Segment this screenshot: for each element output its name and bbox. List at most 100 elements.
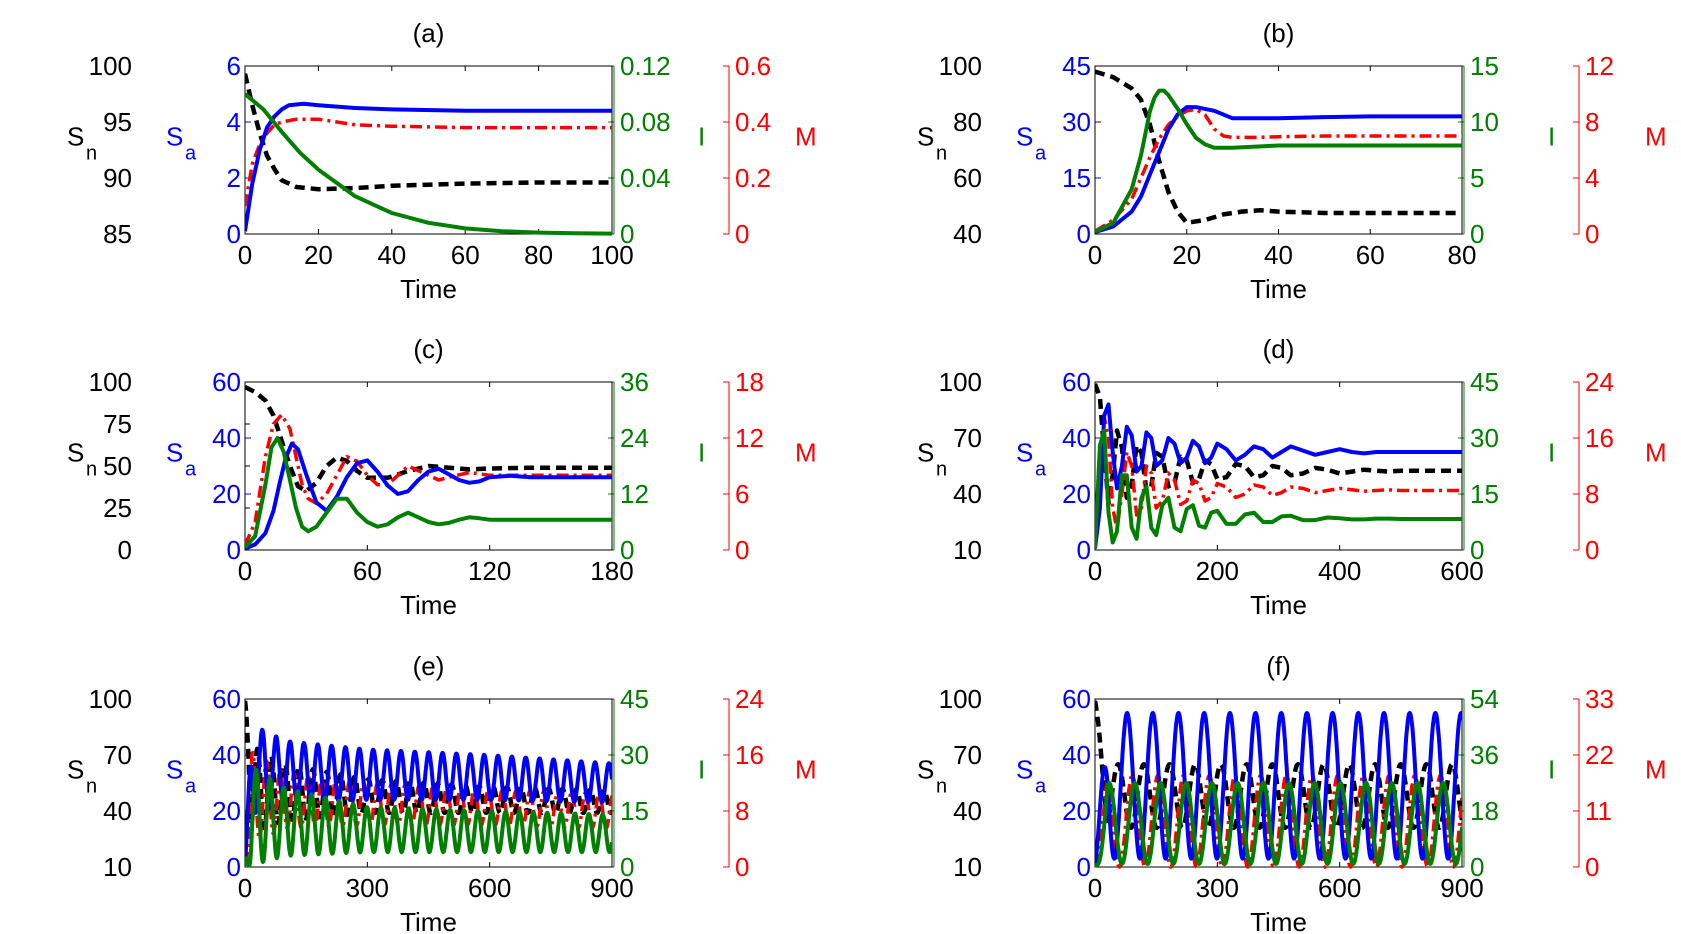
- series-line-sa: [1095, 711, 1462, 866]
- m-tick-label: 8: [1585, 479, 1599, 509]
- sa-axis-subscript: a: [185, 459, 197, 481]
- i-tick-label: 45: [620, 684, 649, 714]
- series-line-sn: [1095, 700, 1462, 831]
- panel-title: (d): [1263, 334, 1295, 364]
- plot-frame: [244, 65, 613, 235]
- sn-tick-label: 95: [103, 107, 132, 137]
- series-line-m: [1095, 773, 1462, 869]
- sn-tick-label: 50: [103, 451, 132, 481]
- series-line-m: [245, 750, 612, 865]
- m-tick-label: 0.4: [735, 107, 771, 137]
- panel-title: (a): [413, 18, 445, 48]
- x-tick-label: 600: [1318, 873, 1361, 903]
- sn-tick-label: 10: [953, 852, 982, 882]
- sa-tick-label: 40: [1062, 423, 1091, 453]
- sa-tick-label: 0: [227, 852, 241, 882]
- series-line-sa: [245, 101, 612, 232]
- i-axis-title: I: [698, 755, 705, 785]
- series-line-sn: [245, 384, 612, 494]
- series-line-i: [245, 436, 612, 550]
- sa-tick-label: 4: [227, 107, 241, 137]
- sn-tick-label: 40: [953, 796, 982, 826]
- sa-tick-label: 0: [227, 535, 241, 565]
- x-tick-label: 600: [1440, 556, 1483, 586]
- i-tick-label: 24: [620, 423, 649, 453]
- i-tick-label: 36: [1470, 740, 1499, 770]
- series-line-i: [245, 92, 612, 236]
- plot-frame: [1094, 381, 1463, 551]
- sa-axis-subscript: a: [185, 776, 197, 798]
- sa-axis-title: S: [1016, 122, 1033, 152]
- series-line-sn: [1095, 69, 1462, 226]
- sa-axis-subscript: a: [185, 143, 197, 165]
- sa-tick-label: 40: [212, 740, 241, 770]
- sn-tick-label: 100: [939, 367, 982, 397]
- sn-axis-subscript: n: [86, 776, 97, 798]
- sn-axis-subscript: n: [86, 459, 97, 481]
- plot-frame: [1094, 65, 1463, 235]
- plot-frame: [244, 698, 613, 868]
- m-axis-title: M: [1645, 438, 1667, 468]
- x-tick-label: 0: [1088, 873, 1102, 903]
- x-tick-label: 60: [1356, 240, 1385, 270]
- sa-tick-label: 60: [1062, 684, 1091, 714]
- i-axis-title: I: [1548, 122, 1555, 152]
- sn-tick-label: 40: [953, 219, 982, 249]
- m-tick-label: 0: [735, 535, 749, 565]
- m-axis-title: M: [1645, 755, 1667, 785]
- sn-tick-label: 0: [118, 535, 132, 565]
- sa-tick-label: 20: [212, 796, 241, 826]
- m-tick-label: 24: [735, 684, 764, 714]
- sa-tick-label: 2: [227, 163, 241, 193]
- m-tick-label: 12: [1585, 51, 1614, 81]
- x-tick-label: 60: [451, 240, 480, 270]
- x-tick-label: 0: [1088, 556, 1102, 586]
- panel-title: (b): [1263, 18, 1295, 48]
- i-tick-label: 0: [620, 535, 634, 565]
- series-line-i: [1095, 88, 1462, 234]
- panel-5: (f) Time 10 40 70 100 Sn 0 20 40 60 Sa 0 18 36 54 I 0 11 22…: [917, 651, 1667, 934]
- x-tick-label: 0: [238, 240, 252, 270]
- sa-tick-label: 60: [212, 684, 241, 714]
- x-tick-label: 40: [377, 240, 406, 270]
- sn-axis-title: S: [917, 438, 934, 468]
- sa-tick-label: 30: [1062, 107, 1091, 137]
- sn-tick-label: 90: [103, 163, 132, 193]
- sn-tick-label: 10: [953, 535, 982, 565]
- x-tick-label: 600: [468, 873, 511, 903]
- i-tick-label: 0.04: [620, 163, 671, 193]
- m-tick-label: 0.6: [735, 51, 771, 81]
- i-tick-label: 30: [620, 740, 649, 770]
- sn-axis-title: S: [917, 755, 934, 785]
- sn-tick-label: 75: [103, 409, 132, 439]
- x-axis-label: Time: [1250, 907, 1307, 934]
- i-tick-label: 0: [1470, 219, 1484, 249]
- x-tick-label: 300: [346, 873, 389, 903]
- panel-2: (c) Time 0 25 50 75 100 Sn 0 20 40 60 Sa 0 12 24 36 I 0 6 12…: [67, 334, 817, 620]
- sn-axis-title: S: [67, 122, 84, 152]
- sn-axis-subscript: n: [936, 143, 947, 165]
- i-tick-label: 54: [1470, 684, 1499, 714]
- i-axis-title: I: [698, 438, 705, 468]
- x-tick-label: 0: [238, 556, 252, 586]
- x-tick-label: 80: [524, 240, 553, 270]
- m-tick-label: 0.2: [735, 163, 771, 193]
- m-axis-title: M: [795, 755, 817, 785]
- sa-tick-label: 0: [227, 219, 241, 249]
- series-line-i: [1095, 781, 1462, 868]
- m-tick-label: 0: [735, 219, 749, 249]
- sa-tick-label: 45: [1062, 51, 1091, 81]
- x-tick-label: 120: [468, 556, 511, 586]
- x-tick-label: 80: [1448, 240, 1477, 270]
- series-line-m: [1095, 415, 1462, 547]
- sn-tick-label: 80: [953, 107, 982, 137]
- x-axis-label: Time: [400, 907, 457, 934]
- i-tick-label: 45: [1470, 367, 1499, 397]
- series-line-sn: [1095, 383, 1462, 506]
- sa-axis-title: S: [166, 122, 183, 152]
- x-axis-label: Time: [400, 274, 457, 304]
- m-tick-label: 33: [1585, 684, 1614, 714]
- series-line-sa: [245, 441, 612, 551]
- sn-tick-label: 70: [103, 740, 132, 770]
